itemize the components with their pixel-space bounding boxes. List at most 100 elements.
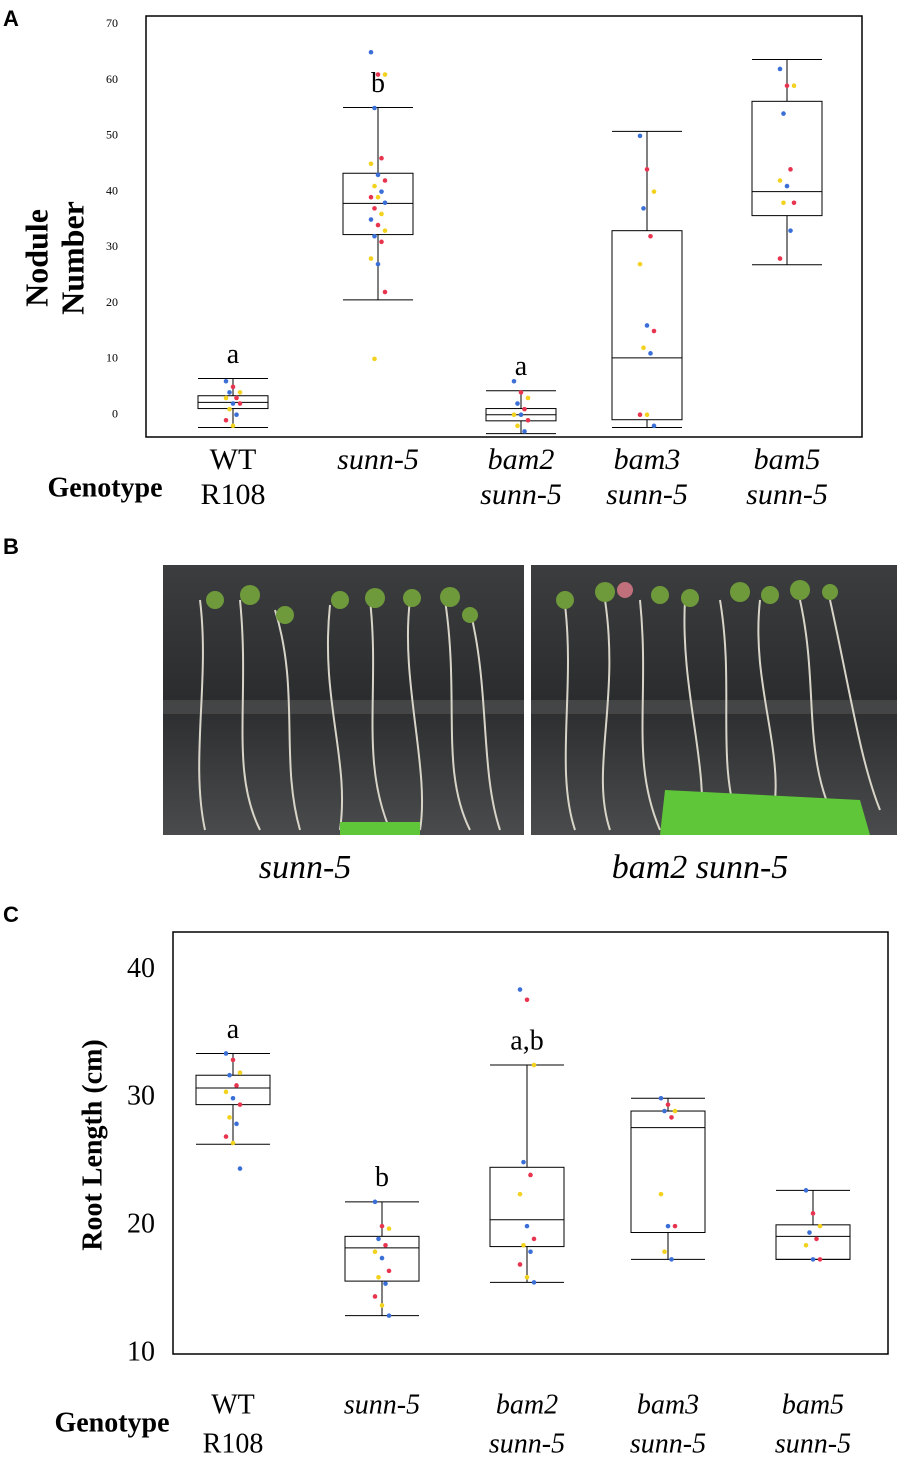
- x-tick-label: bam3: [637, 1389, 699, 1420]
- data-point: [525, 417, 531, 423]
- data-point: [518, 412, 524, 417]
- data-point: [237, 1070, 243, 1075]
- data-point: [375, 194, 381, 200]
- y-tick-label: 10: [106, 351, 118, 365]
- data-point: [230, 423, 236, 429]
- data-point: [644, 412, 650, 417]
- y-tick-label: 60: [106, 72, 118, 86]
- data-point: [383, 1243, 388, 1248]
- x-tick-label: sunn-5: [489, 1428, 565, 1459]
- data-point: [376, 1274, 381, 1280]
- data-point: [379, 211, 384, 217]
- data-point: [777, 66, 783, 72]
- x-tick-label: R108: [203, 1428, 264, 1459]
- data-point: [234, 1083, 239, 1088]
- data-point: [669, 1257, 674, 1262]
- x-tick-label: bam5: [782, 1389, 844, 1420]
- data-point: [379, 155, 384, 161]
- data-point: [784, 183, 790, 189]
- data-point: [379, 189, 384, 194]
- group-label: a: [515, 351, 528, 382]
- x-tick-label: bam5: [754, 443, 821, 476]
- data-point: [817, 1223, 823, 1229]
- data-point: [658, 1191, 664, 1197]
- data-point: [669, 1115, 674, 1120]
- data-point: [379, 239, 384, 245]
- data-point: [382, 200, 388, 206]
- x-tick-label: sunn-5: [775, 1428, 851, 1459]
- data-point: [522, 406, 527, 412]
- data-point: [230, 1095, 236, 1101]
- box: [611, 230, 683, 421]
- data-point: [227, 406, 232, 412]
- data-point: [522, 429, 527, 434]
- data-point: [658, 1095, 664, 1101]
- data-point: [382, 178, 388, 183]
- data-point: [383, 1281, 388, 1286]
- data-point: [524, 1274, 530, 1280]
- y-axis-title: Root Length (cm): [77, 1039, 108, 1251]
- data-point: [662, 1108, 667, 1114]
- data-point: [641, 345, 646, 351]
- data-point: [515, 401, 520, 406]
- y-tick-label: 0: [112, 406, 118, 420]
- data-point: [644, 167, 650, 172]
- data-point: [665, 1223, 671, 1229]
- data-point: [223, 417, 229, 423]
- group-label: a,b: [510, 1025, 543, 1056]
- group-label: b: [375, 1162, 389, 1193]
- x-tick-label: WT: [211, 1389, 255, 1420]
- data-point: [372, 183, 377, 189]
- data-point: [817, 1257, 823, 1262]
- x-tick-label: sunn-5: [746, 478, 828, 511]
- data-point: [777, 178, 783, 183]
- x-tick-label: sunn-5: [337, 443, 419, 476]
- x-axis-title: Genotype: [54, 1407, 169, 1438]
- box: [751, 100, 823, 217]
- x-tick-label: sunn-5: [344, 1389, 420, 1420]
- data-point: [382, 289, 388, 295]
- data-point: [227, 1072, 232, 1078]
- data-point: [637, 412, 643, 417]
- plot-frame: [172, 931, 889, 1355]
- data-point: [368, 49, 374, 55]
- photo-left: [163, 565, 524, 835]
- data-point: [810, 1257, 816, 1262]
- data-point: [807, 1230, 812, 1235]
- x-tick-label: bam2: [496, 1389, 558, 1420]
- data-point: [531, 1236, 537, 1242]
- data-point: [223, 395, 229, 401]
- y-tick-label: 20: [106, 295, 118, 309]
- data-point: [223, 1134, 229, 1139]
- data-point: [637, 133, 643, 139]
- data-point: [518, 390, 524, 395]
- data-point: [230, 401, 236, 406]
- data-point: [368, 256, 374, 261]
- data-point: [788, 167, 793, 172]
- photo-caption: bam2 sunn-5: [612, 849, 789, 886]
- group-label: b: [371, 68, 385, 99]
- data-point: [368, 194, 374, 200]
- group-label: a: [227, 339, 240, 370]
- data-point: [531, 1280, 537, 1285]
- data-point: [662, 1249, 667, 1254]
- data-point: [372, 356, 377, 362]
- data-point: [376, 1236, 381, 1242]
- y-tick-label: 10: [127, 1336, 155, 1367]
- box: [344, 1235, 420, 1282]
- data-point: [777, 256, 783, 261]
- data-point: [372, 105, 377, 111]
- data-point: [810, 1211, 816, 1216]
- data-point: [237, 401, 243, 406]
- y-tick-label: 40: [127, 953, 155, 984]
- panel-label: B: [3, 534, 19, 559]
- x-tick-label: bam2: [488, 443, 555, 476]
- data-point: [528, 1172, 533, 1178]
- y-tick-label: 30: [127, 1081, 155, 1112]
- data-point: [651, 423, 657, 429]
- x-axis-title: Genotype: [47, 472, 162, 503]
- data-point: [375, 261, 381, 267]
- data-point: [788, 228, 793, 233]
- y-tick-label: 20: [127, 1209, 155, 1240]
- data-point: [223, 1089, 229, 1095]
